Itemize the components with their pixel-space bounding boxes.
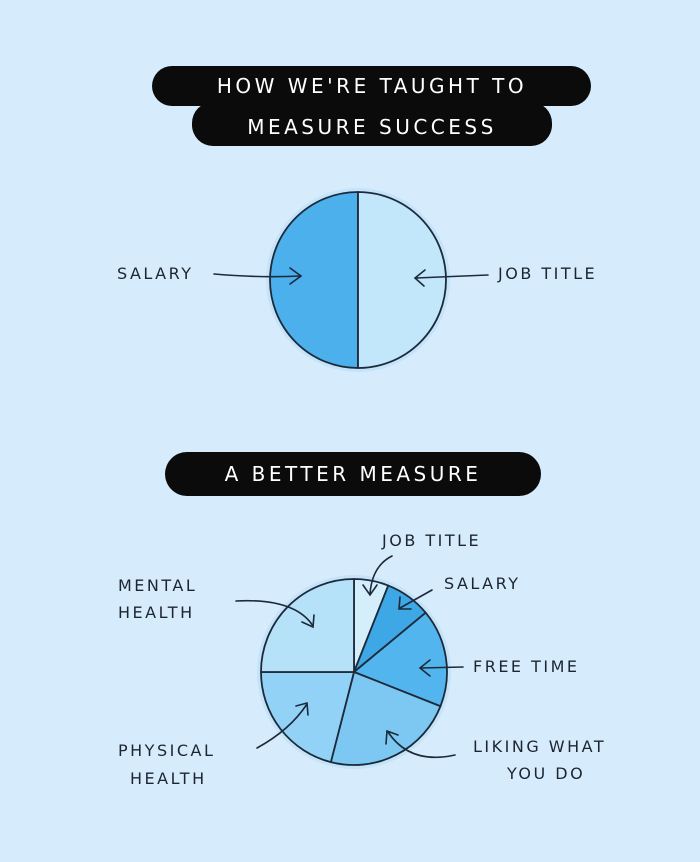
arrow-salary-1 (213, 267, 303, 285)
label-physical-line-1: PHYSICAL (118, 741, 215, 760)
pie-slice-job-title (357, 191, 447, 369)
label-job-title-1: JOB TITLE (497, 264, 597, 283)
pie-slice-physical-health (260, 671, 355, 763)
label-mental-line-2: HEALTH (118, 603, 195, 622)
chart-2-title: A BETTER MEASURE (225, 462, 482, 486)
pie-slice-mental-health (260, 578, 355, 673)
arrow-job-title-1 (413, 269, 489, 287)
label-liking-line-2: YOU DO (506, 764, 585, 783)
arrow-mental (235, 599, 315, 629)
pie-slice-liking-what-you-do (329, 671, 442, 766)
label-liking-line-1: LIKING WHAT (473, 737, 606, 756)
chart-1-title-line-1: HOW WE'RE TAUGHT TO (217, 74, 527, 98)
pie-chart-taught (266, 188, 450, 372)
label-mental-line-1: MENTAL (118, 576, 197, 595)
arrow-free-time (418, 659, 464, 677)
arrow-job-title-2 (362, 555, 393, 597)
pie-slice-salary (269, 191, 359, 369)
label-salary-1: SALARY (117, 264, 194, 283)
label-job-title-2: JOB TITLE (381, 531, 481, 550)
label-free-time: FREE TIME (473, 657, 580, 676)
title-pill-bottom: A BETTER MEASURE (165, 452, 541, 496)
arrow-liking (385, 729, 456, 759)
arrow-physical (256, 701, 309, 749)
pie-slice-free-time (353, 611, 448, 708)
pie-chart-better (257, 575, 451, 769)
title-pill-top: HOW WE'RE TAUGHT TO MEASURE SUCCESS (152, 66, 591, 146)
label-physical-line-2: HEALTH (130, 769, 207, 788)
label-salary-2: SALARY (444, 574, 521, 593)
arrow-salary-2 (398, 589, 433, 610)
chart-1-title-line-2: MEASURE SUCCESS (247, 115, 497, 139)
